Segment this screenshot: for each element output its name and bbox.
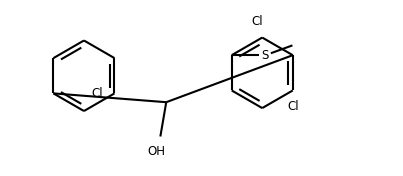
Text: S: S [261, 49, 268, 62]
Text: Cl: Cl [91, 87, 103, 100]
Text: Cl: Cl [287, 100, 299, 113]
Text: OH: OH [147, 145, 166, 158]
Text: Cl: Cl [251, 15, 263, 28]
